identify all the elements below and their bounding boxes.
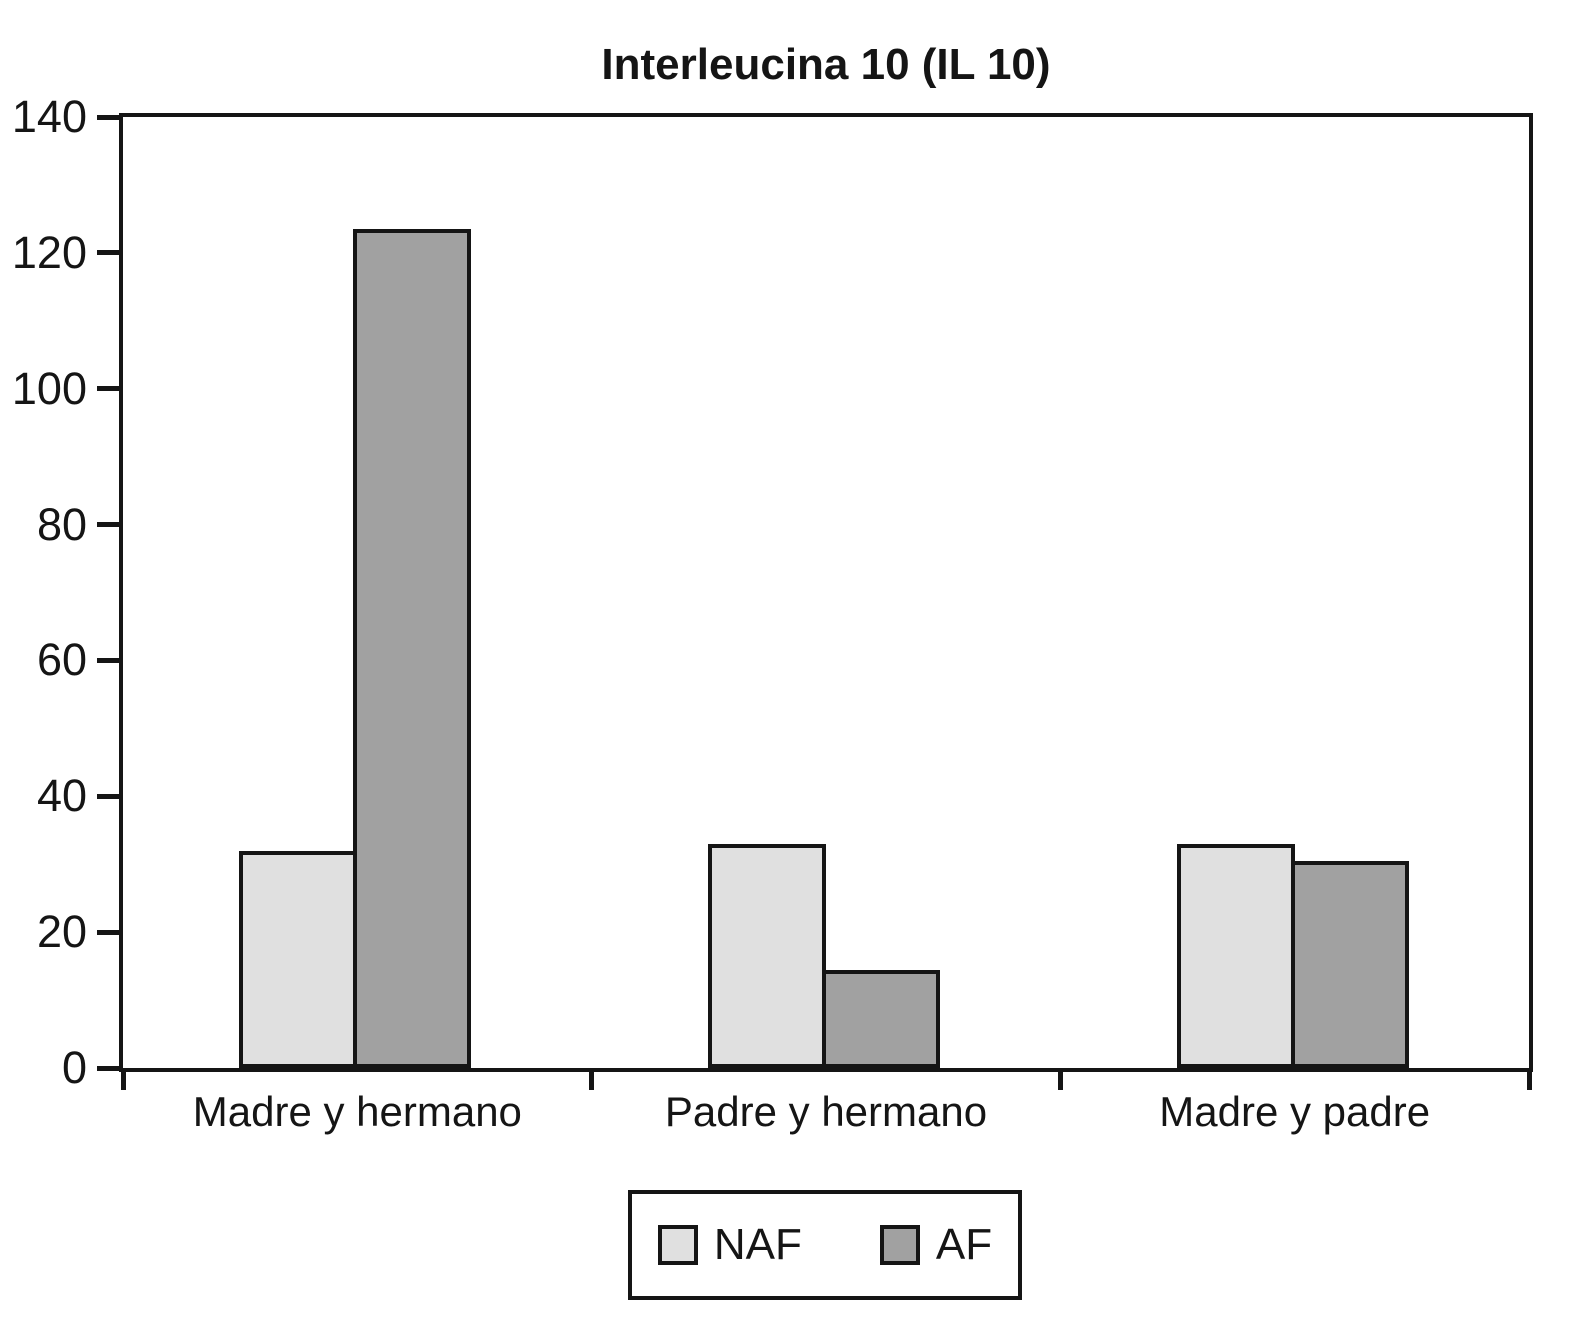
- y-axis-tick-label: 120: [11, 226, 87, 278]
- x-axis-tick: [1526, 1068, 1532, 1090]
- y-axis-tick-label: 60: [36, 634, 87, 686]
- y-axis-tick: [97, 114, 119, 120]
- chart-title: Interleucina 10 (IL 10): [601, 40, 1051, 89]
- y-axis-tick-label: 140: [11, 91, 87, 142]
- y-axis-tick: [97, 657, 119, 663]
- y-axis-tick: [97, 929, 119, 935]
- plot-area: 0 20 40 60 80 100 120 140 Madre y hermano Padre y…: [12, 91, 1533, 1135]
- y-axis-tick-label: 20: [36, 906, 87, 958]
- legend-item-af: AF: [879, 1220, 993, 1270]
- x-category-label: Madre y hermano: [192, 1088, 522, 1135]
- legend-swatch-icon: [657, 1225, 698, 1265]
- y-axis-tick: [97, 522, 119, 528]
- bar-naf-1: [239, 850, 358, 1068]
- x-axis-tick: [589, 1068, 595, 1090]
- bar-af-2: [822, 969, 940, 1068]
- y-axis-tick: [97, 386, 119, 392]
- legend-label: NAF: [713, 1220, 802, 1269]
- y-axis-tick: [97, 1065, 119, 1071]
- legend-swatch-icon: [879, 1225, 920, 1265]
- bar-naf-2: [708, 843, 826, 1068]
- y-axis-tick-label: 80: [36, 498, 87, 550]
- x-axis-tick: [120, 1068, 126, 1090]
- x-category-label: Padre y hermano: [664, 1088, 988, 1135]
- legend: NAF AF: [628, 1190, 1022, 1300]
- x-category-label: Madre y padre: [1159, 1088, 1431, 1135]
- bar-af-1: [353, 229, 472, 1068]
- y-axis-tick-label: 0: [61, 1042, 87, 1093]
- legend-item-naf: NAF: [657, 1220, 802, 1270]
- y-axis-tick: [97, 250, 119, 256]
- y-axis-tick-label: 40: [36, 770, 87, 822]
- x-axis-tick: [1057, 1068, 1063, 1090]
- bar-naf-3: [1176, 843, 1295, 1068]
- bar-af-3: [1290, 860, 1409, 1068]
- y-axis-tick-label: 100: [11, 362, 87, 414]
- legend-label: AF: [935, 1220, 993, 1269]
- y-axis-tick: [97, 793, 119, 799]
